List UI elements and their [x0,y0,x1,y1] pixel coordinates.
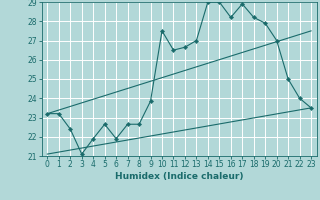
X-axis label: Humidex (Indice chaleur): Humidex (Indice chaleur) [115,172,244,181]
